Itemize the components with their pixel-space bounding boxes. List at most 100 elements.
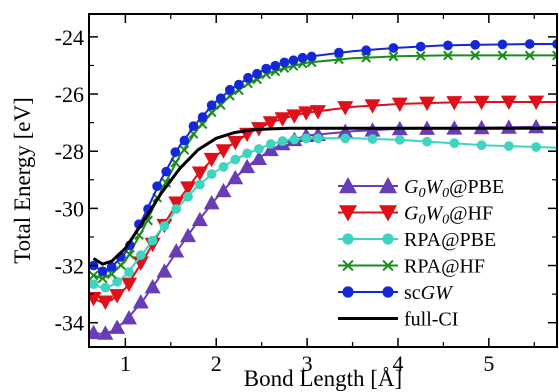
marker-rpapbe [367,134,378,144]
marker-scgw [334,47,344,58]
marker-scgw [361,45,372,56]
legend-item-g0w0hf: G0W0@HF [338,203,493,228]
marker-g0w0hf [109,289,126,304]
marker-scgw [252,68,262,79]
marker-scgw [288,55,299,66]
marker-rpapbe [194,179,205,190]
marker-scgw [161,166,172,177]
marker-rpapbe [265,139,276,149]
marker-g0w0hf [446,96,463,111]
marker-g0w0pbe [500,119,517,134]
marker-scgw [388,43,399,53]
marker-g0w0pbe [156,263,173,278]
marker-rpahf [443,50,453,61]
marker-g0w0pbe [89,324,102,340]
marker-g0w0hf [473,95,490,111]
marker-g0w0hf [191,166,208,181]
x-tick-label: 5 [483,351,494,376]
marker-scgw [297,52,308,63]
x-tick-label: 4 [392,351,403,376]
marker-scgw [179,135,190,146]
marker-g0w0hf [274,112,291,127]
marker-rpapbe [394,134,405,145]
marker-rpahf [524,50,535,61]
marker-rpahf [97,273,108,284]
legend-label-scgw: scGW [404,282,454,304]
marker-scgw [497,39,508,50]
marker-rpapbe [340,133,351,144]
marker-g0w0hf [227,135,244,151]
marker-g0w0hf [168,196,185,211]
marker-scgw [270,60,281,71]
marker-rpapbe [449,138,460,149]
legend-marker [342,233,354,245]
legend-marker [342,259,354,272]
marker-g0w0pbe [250,150,267,165]
marker-rpahf [361,52,372,63]
marker-g0w0pbe [191,211,208,227]
y-tick-label: -26 [55,82,84,107]
marker-rpapbe [254,144,264,154]
marker-scgw [170,147,181,158]
series-rpapbe [89,133,557,293]
legend-marker [382,233,394,245]
marker-rpapbe [313,133,323,144]
marker-g0w0pbe [203,195,220,210]
y-axis-title: Total Energy [eV] [10,97,35,264]
marker-rpapbe [100,282,111,293]
marker-scgw [306,51,317,62]
legend-marker [379,177,397,194]
marker-g0w0pbe [144,278,161,294]
series-fullci [92,126,557,266]
marker-rpapbe [89,279,99,289]
y-tick-label: -28 [55,139,84,164]
marker-rpahf [552,50,557,61]
x-tick-label: 1 [120,351,131,376]
y-tick-label: -24 [55,25,84,50]
marker-g0w0pbe [227,169,244,185]
marker-rpapbe [476,140,487,151]
legend-marker [339,177,357,194]
marker-rpahf [388,51,399,62]
marker-g0w0pbe [168,243,185,258]
marker-scgw [234,79,244,90]
series-line-fullci [92,126,557,266]
marker-rpapbe [230,154,241,165]
legend-marker [342,286,354,298]
marker-rpapbe [242,148,252,159]
legend-marker [382,259,394,272]
marker-rpapbe [183,191,193,202]
marker-rpapbe [159,221,170,231]
marker-scgw [243,72,253,83]
plot-frame [88,13,558,348]
marker-g0w0hf [262,116,279,131]
x-tick-label: 3 [302,351,313,376]
marker-g0w0pbe [132,294,149,309]
marker-g0w0hf [97,295,114,310]
marker-rpahf [197,119,208,130]
marker-rpahf [115,260,126,270]
marker-g0w0pbe [120,310,137,325]
marker-scgw [261,63,272,74]
marker-rpapbe [206,169,217,179]
marker-rpahf [106,269,117,280]
y-tick-label: -34 [55,311,84,336]
marker-g0w0hf [500,95,517,111]
legend-label-rpapbe: RPA@PBE [404,229,496,251]
marker-g0w0pbe [109,319,126,334]
marker-g0w0hf [419,96,436,112]
marker-rpapbe [124,267,134,277]
y-tick-label: -32 [55,254,84,279]
legend-item-rpahf: RPA@HF [338,256,485,278]
x-axis-title: Bond Length [Å] [244,366,402,391]
marker-rpapbe [171,204,182,214]
marker-scgw [106,262,117,272]
marker-rpapbe [531,142,541,152]
marker-rpahf [124,249,135,260]
marker-g0w0pbe [97,325,114,340]
legend-label-rpahf: RPA@HF [404,256,485,278]
ticks-layer: 1 2 3 4 5 -34 -32 -30 -28 -26 -24 [55,14,557,376]
marker-scgw [152,181,163,192]
